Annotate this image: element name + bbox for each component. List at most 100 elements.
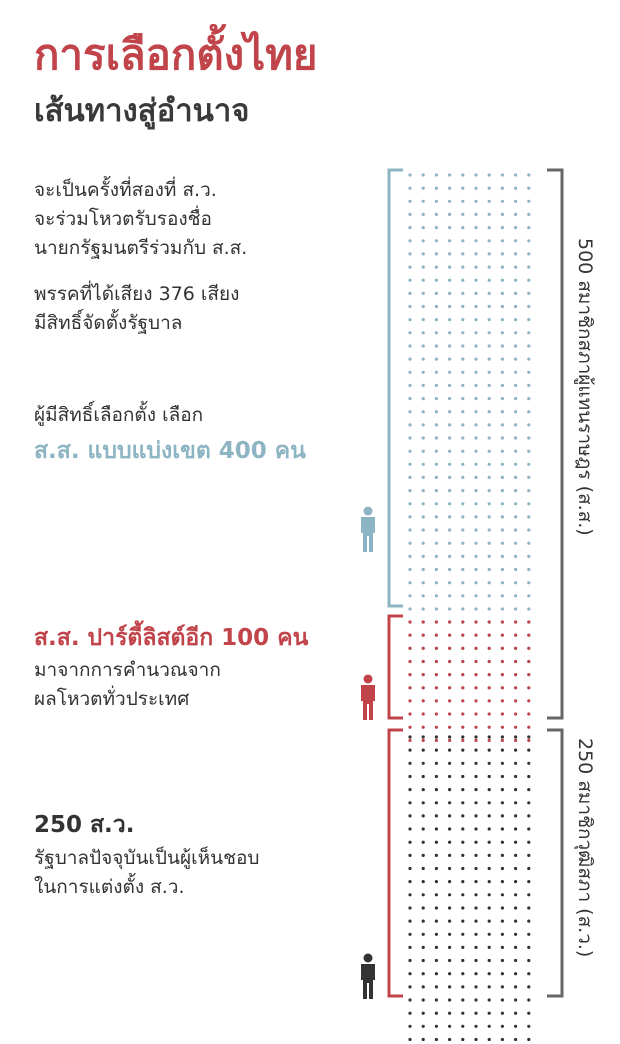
constituency-seat-dot [527, 489, 531, 493]
senate-seat-dot [514, 840, 518, 844]
senate-total-label: 250 สมาชิกวุฒิสภา (ส.ว.) [574, 738, 596, 958]
constituency-seat-dot [527, 528, 531, 532]
constituency-seat-dot [421, 212, 425, 216]
senate-seat-dot [448, 748, 452, 752]
senate-seat-dot [434, 919, 438, 923]
senate-seat-dot [408, 761, 412, 765]
constituency-seat-dot [487, 212, 491, 216]
senate-seat-dot [421, 840, 425, 844]
senate-seat-dot [421, 893, 425, 897]
senate-seat-dot [421, 774, 425, 779]
senate-seat-dot [448, 1024, 452, 1028]
senate-seat-dot [408, 893, 412, 897]
constituency-seat-dot [487, 436, 491, 440]
senate-seat-dot [500, 945, 504, 950]
senate-seat-dot [514, 919, 518, 923]
senate-seat-dot [487, 788, 491, 792]
senate-seat-dot [434, 748, 438, 752]
constituency-seat-dot [434, 344, 438, 348]
constituency-seat-dot [461, 489, 465, 493]
constituency-seat-dot [474, 318, 478, 322]
constituency-seat-dot [421, 528, 425, 532]
constituency-seat-dot [487, 397, 491, 401]
senate-seat-dot [527, 761, 531, 765]
senate-seat-dot [500, 840, 504, 844]
senate-seat-dot [474, 932, 478, 936]
senate-seat-dot [527, 1011, 531, 1015]
constituency-seat-dot [448, 515, 452, 519]
constituency-seat-dot [461, 397, 465, 401]
constituency-seat-dot [421, 541, 425, 545]
constituency-seat-dot [487, 581, 491, 585]
constituency-seat-dot [408, 199, 412, 203]
constituency-seat-dot [474, 567, 478, 572]
constituency-seat-dot [461, 357, 465, 361]
constituency-seat-dot [514, 475, 518, 479]
constituency-seat-dot [527, 344, 531, 348]
constituency-seat-dot [434, 331, 438, 335]
constituency-seat-dot [421, 344, 425, 348]
senate-seat-dot [434, 880, 438, 884]
note-line: นายกรัฐมนตรีร่วมกับ ส.ส. [34, 237, 248, 259]
senate-seat-dot [500, 748, 504, 752]
senate-seat-dot [408, 748, 412, 752]
partylist-seat-dot [514, 646, 518, 650]
partylist-seat-dot [448, 620, 452, 624]
note-line: ในการแต่งตั้ง ส.ว. [34, 876, 185, 898]
partylist-seat-dot [461, 712, 465, 716]
constituency-seat-dot [434, 607, 438, 611]
constituency-seat-dot [500, 410, 504, 414]
senate-seat-dot [434, 853, 438, 858]
constituency-seat-dot [448, 581, 452, 585]
partylist-seat-dot [487, 673, 491, 677]
senate-seat-dot [434, 774, 438, 779]
partylist-seat-dot [514, 633, 518, 637]
senate-seat-dot [461, 853, 465, 858]
senate-seat-dot [514, 945, 518, 950]
senate-seat-dot [500, 801, 504, 805]
senate-seat-dot [527, 932, 531, 936]
senate-seat-dot [514, 893, 518, 897]
constituency-seat-dot [461, 226, 465, 230]
constituency-seat-dot [408, 594, 412, 598]
constituency-seat-dot [448, 594, 452, 598]
senate-seat-dot [448, 827, 452, 831]
senate-seat-dot [527, 998, 531, 1002]
senate-seat-dot [527, 985, 531, 989]
partylist-seat-dot [434, 712, 438, 716]
senate-seat-dot [487, 985, 491, 989]
constituency-seat-dot [448, 528, 452, 532]
senate-seat-dot [421, 972, 425, 976]
constituency-seat-dot [527, 304, 531, 309]
partylist-seat-dot [434, 633, 438, 637]
constituency-seat-dot [527, 607, 531, 611]
constituency-seat-dot [461, 186, 465, 190]
senate-seat-dot [461, 788, 465, 792]
senate-person-icon [361, 953, 375, 999]
constituency-seat-dot [474, 423, 478, 427]
constituency-seat-dot [487, 489, 491, 493]
senate-seat-dot [434, 840, 438, 844]
senate-seat-dot [448, 932, 452, 936]
constituency-seat-dot [500, 252, 504, 256]
senate-seat-dot [448, 1037, 452, 1042]
senate-seat-dot [448, 801, 452, 805]
partylist-seat-dot [434, 699, 438, 703]
constituency-seat-dot [527, 475, 531, 479]
constituency-seat-dot [448, 423, 452, 427]
constituency-seat-dot [500, 581, 504, 585]
senate-seat-dot [487, 801, 491, 805]
senate-seat-dot [434, 985, 438, 989]
senate-seat-dot [461, 1024, 465, 1028]
senate-seat-dot [474, 866, 478, 871]
senate-seat-dot [500, 958, 504, 963]
partylist-seat-dot [487, 633, 491, 637]
constituency-seat-dot [500, 239, 504, 243]
constituency-seat-dot [434, 397, 438, 401]
senate-seat-dot [527, 735, 531, 739]
senate-seat-dot [448, 814, 452, 818]
constituency-seat-dot [461, 344, 465, 348]
senate-seat-dot [514, 853, 518, 858]
constituency-seat-dot [500, 489, 504, 493]
constituency-seat-dot [408, 357, 412, 361]
